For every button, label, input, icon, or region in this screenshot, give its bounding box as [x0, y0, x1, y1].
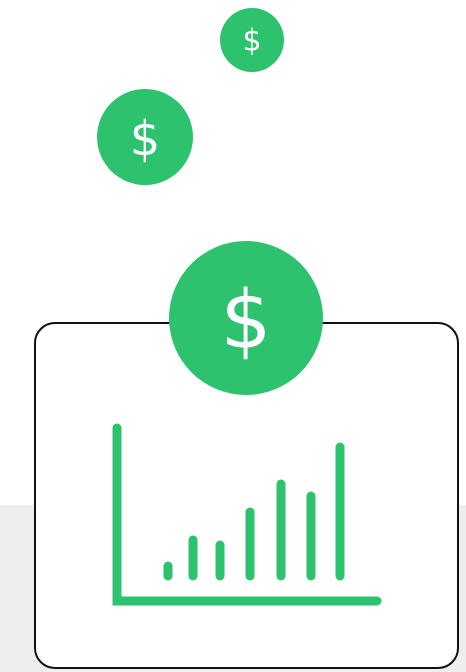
coin-symbol: $: [242, 24, 261, 59]
coin-symbol: $: [221, 274, 272, 367]
illustration: $ $ $: [0, 0, 466, 672]
page: {"coins": [{"label": "$"}, {"label": "$"…: [0, 0, 466, 672]
coin-symbol: $: [130, 111, 161, 167]
